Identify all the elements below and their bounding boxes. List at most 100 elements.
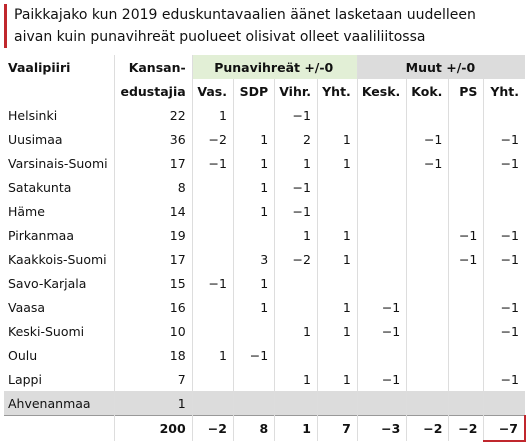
cell [406, 223, 449, 247]
cell [356, 199, 407, 223]
cell [274, 343, 318, 367]
cell [483, 175, 525, 199]
total-cell: −7 [483, 415, 526, 442]
cell: 1 [316, 247, 358, 271]
cell: −1 [483, 127, 525, 151]
total-cell: −2 [191, 415, 234, 441]
cell [448, 295, 484, 319]
group-header: Muut +/-0 [356, 55, 525, 79]
cell [448, 199, 484, 223]
total-cell: 8 [232, 415, 275, 441]
cell [483, 391, 525, 416]
group-header: Punavihreät +/-0 [191, 55, 358, 79]
cell [232, 223, 275, 247]
cell [406, 199, 449, 223]
cell: 22 [113, 103, 193, 127]
row: Oulu 18 1 −1 [4, 343, 525, 367]
cell: −1 [406, 127, 449, 151]
cell: 1 [316, 367, 358, 391]
cell: −1 [232, 343, 275, 367]
cell: 16 [113, 295, 193, 319]
cell: 1 [274, 319, 318, 343]
cell: 1 [232, 295, 275, 319]
district: Ahvenanmaa [4, 391, 115, 416]
district: Kaakkois-Suomi [8, 251, 107, 267]
cell [232, 319, 275, 343]
cell: −2 [191, 127, 234, 151]
cell [406, 343, 449, 367]
cell: −1 [483, 151, 525, 175]
district: Savo-Karjala [8, 275, 87, 291]
cell [274, 271, 318, 295]
party-header: Kesk. [356, 79, 407, 103]
cell [191, 175, 234, 199]
cell: 2 [274, 127, 318, 151]
cell [191, 367, 234, 391]
total-cell: −3 [356, 415, 407, 441]
cell [316, 343, 358, 367]
cell: 14 [113, 199, 193, 223]
cell: 1 [274, 367, 318, 391]
cell [191, 247, 234, 271]
cell: 15 [113, 271, 193, 295]
cell [316, 199, 358, 223]
cell: −1 [274, 103, 318, 127]
cell: 1 [316, 319, 358, 343]
cell [483, 271, 525, 295]
district: Uusimaa [8, 131, 63, 147]
cell: 1 [191, 343, 234, 367]
header-cell: Kansan- [113, 55, 193, 79]
row: Häme 14 1 −1 [4, 199, 525, 223]
cell: 1 [316, 295, 358, 319]
district: Varsinais-Suomi [8, 155, 108, 171]
district: Vaasa [8, 299, 46, 315]
total-cell: 1 [274, 415, 318, 441]
party-header: PS [448, 79, 484, 103]
title: Paikkajako kun 2019 eduskuntavaalien ään… [4, 4, 526, 48]
district: Helsinki [8, 107, 58, 123]
cell [356, 103, 407, 127]
cell: 3 [232, 247, 275, 271]
cell [191, 223, 234, 247]
cell [356, 175, 407, 199]
cell: 7 [113, 367, 193, 391]
cell [356, 343, 407, 367]
party-header: Yht. [483, 79, 525, 103]
title-line: aivan kuin punavihreät puolueet olisivat… [14, 29, 426, 45]
cell [356, 223, 407, 247]
cell: 1 [232, 151, 275, 175]
cell: 36 [113, 127, 193, 151]
header-cell [4, 79, 114, 103]
cell: −1 [483, 367, 525, 391]
cell: −1 [356, 367, 407, 391]
cell [448, 343, 484, 367]
cell: 1 [232, 271, 275, 295]
cell: 1 [316, 151, 358, 175]
party-header: Vas. [191, 79, 234, 103]
title-line: Paikkajako kun 2019 eduskuntavaalien ään… [14, 7, 476, 23]
cell: 19 [113, 223, 193, 247]
cell [448, 151, 484, 175]
total-cell: 200 [113, 415, 193, 441]
cell [232, 103, 275, 127]
cell: −1 [406, 151, 449, 175]
cell [274, 391, 318, 416]
cell [406, 367, 449, 391]
cell [406, 271, 449, 295]
cell [191, 391, 234, 416]
cell [406, 391, 449, 416]
cell [232, 391, 275, 416]
cell [232, 367, 275, 391]
cell: 10 [113, 319, 193, 343]
party-header: SDP [232, 79, 275, 103]
cell: −1 [483, 319, 525, 343]
cell [4, 415, 115, 441]
cell: 18 [113, 343, 193, 367]
cell [274, 295, 318, 319]
cell [483, 343, 525, 367]
cell: −1 [483, 295, 525, 319]
total-cell: 7 [316, 415, 358, 441]
row: Savo-Karjala 15 −1 1 [4, 271, 525, 295]
row: Vaasa 16 1 1 −1 −1 [4, 295, 525, 319]
